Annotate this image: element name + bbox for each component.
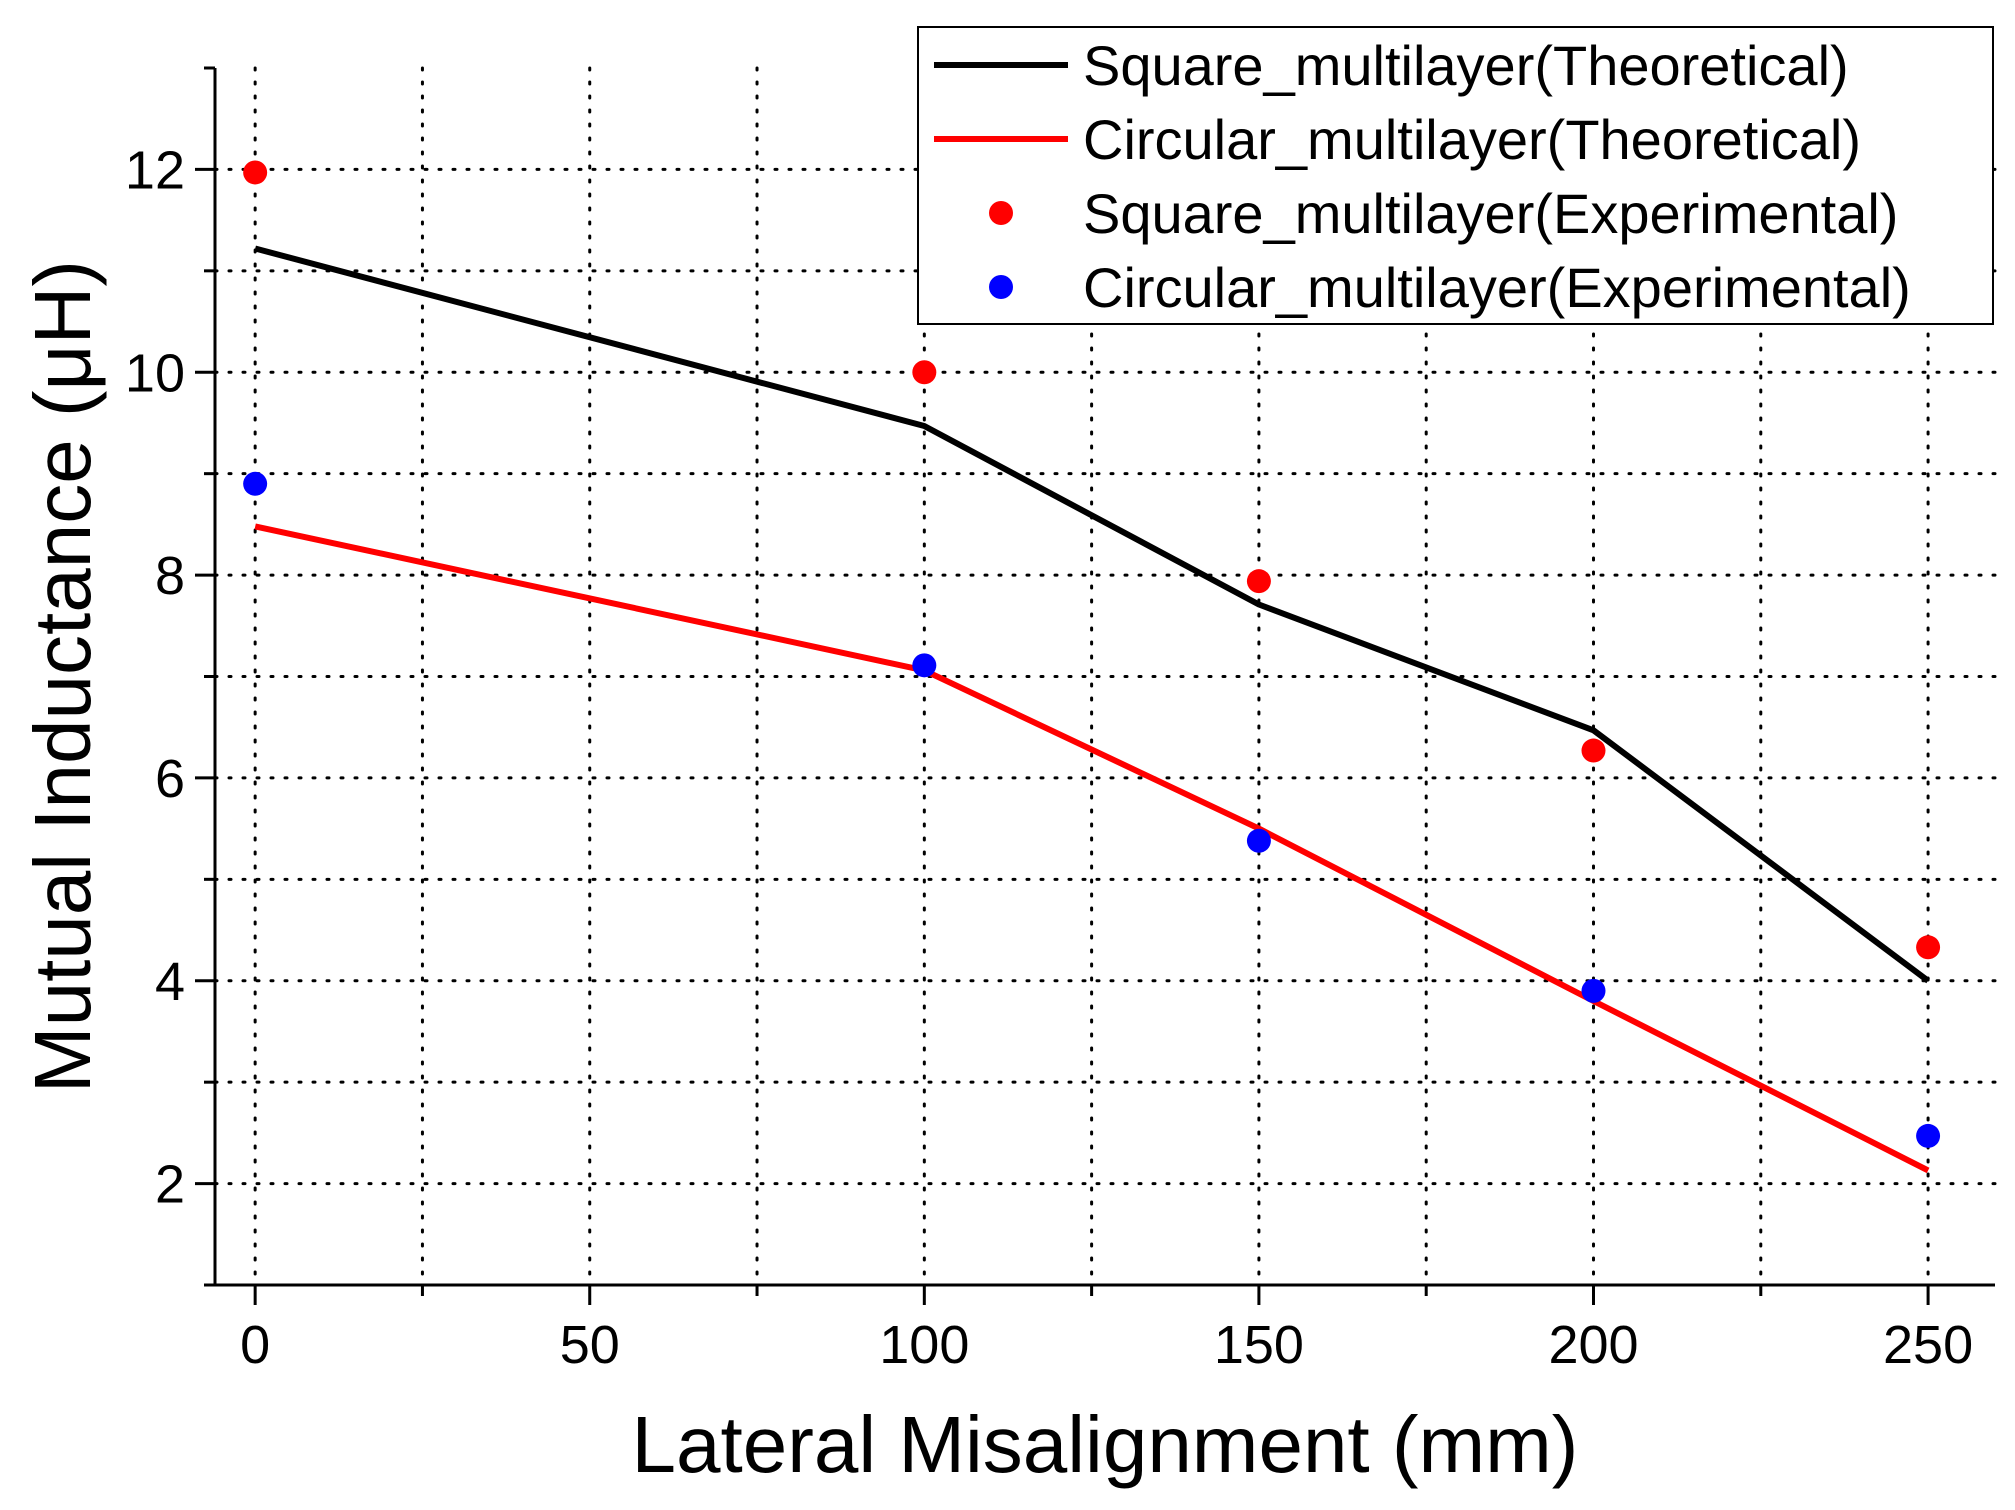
series-point-4 — [1246, 828, 1271, 853]
x-tick-label: 150 — [1214, 1315, 1304, 1375]
legend-label: Square_multilayer(Theoretical) — [1083, 34, 1849, 97]
legend-label: Circular_multilayer(Theoretical) — [1083, 108, 1861, 171]
legend-swatch-marker — [989, 201, 1013, 225]
plot-series — [243, 160, 1941, 1174]
y-axis-title: Mutual Inductance (μH) — [18, 260, 107, 1093]
x-axis-title: Lateral Misalignment (mm) — [632, 1400, 1579, 1489]
y-tick-label: 10 — [125, 343, 185, 403]
series-point-4 — [243, 471, 268, 496]
legend-label: Square_multilayer(Experimental) — [1083, 182, 1898, 245]
x-tick-label: 0 — [240, 1315, 270, 1375]
series-point-4 — [1916, 1123, 1941, 1148]
series-line-1 — [254, 245, 1930, 984]
y-tick-label: 8 — [155, 546, 185, 606]
legend: Square_multilayer(Theoretical) Circular_m… — [917, 26, 1994, 325]
axes: 0 50 100 150 200 250 2 4 6 8 10 12 — [125, 66, 1995, 1375]
series-point-3 — [1916, 935, 1941, 960]
gridlines — [213, 66, 1997, 1287]
series-point-3 — [912, 360, 937, 385]
x-tick-label: 50 — [560, 1315, 620, 1375]
legend-label: Circular_multilayer(Experimental) — [1083, 256, 1911, 319]
series-point-3 — [1246, 569, 1271, 594]
x-tick-label: 200 — [1548, 1315, 1638, 1375]
y-tick-label: 12 — [125, 140, 185, 200]
series-line-2 — [254, 523, 1930, 1174]
y-tick-label: 6 — [155, 749, 185, 809]
x-tick-label: 100 — [879, 1315, 969, 1375]
legend-swatch-marker — [989, 275, 1013, 299]
series-point-4 — [912, 653, 937, 678]
series-point-4 — [1581, 978, 1606, 1003]
x-tick-label: 250 — [1883, 1315, 1973, 1375]
y-tick-label: 4 — [155, 952, 185, 1012]
y-tick-label: 2 — [155, 1155, 185, 1215]
legend-box — [917, 26, 1994, 325]
series-point-3 — [243, 160, 268, 185]
series-point-3 — [1581, 738, 1606, 763]
